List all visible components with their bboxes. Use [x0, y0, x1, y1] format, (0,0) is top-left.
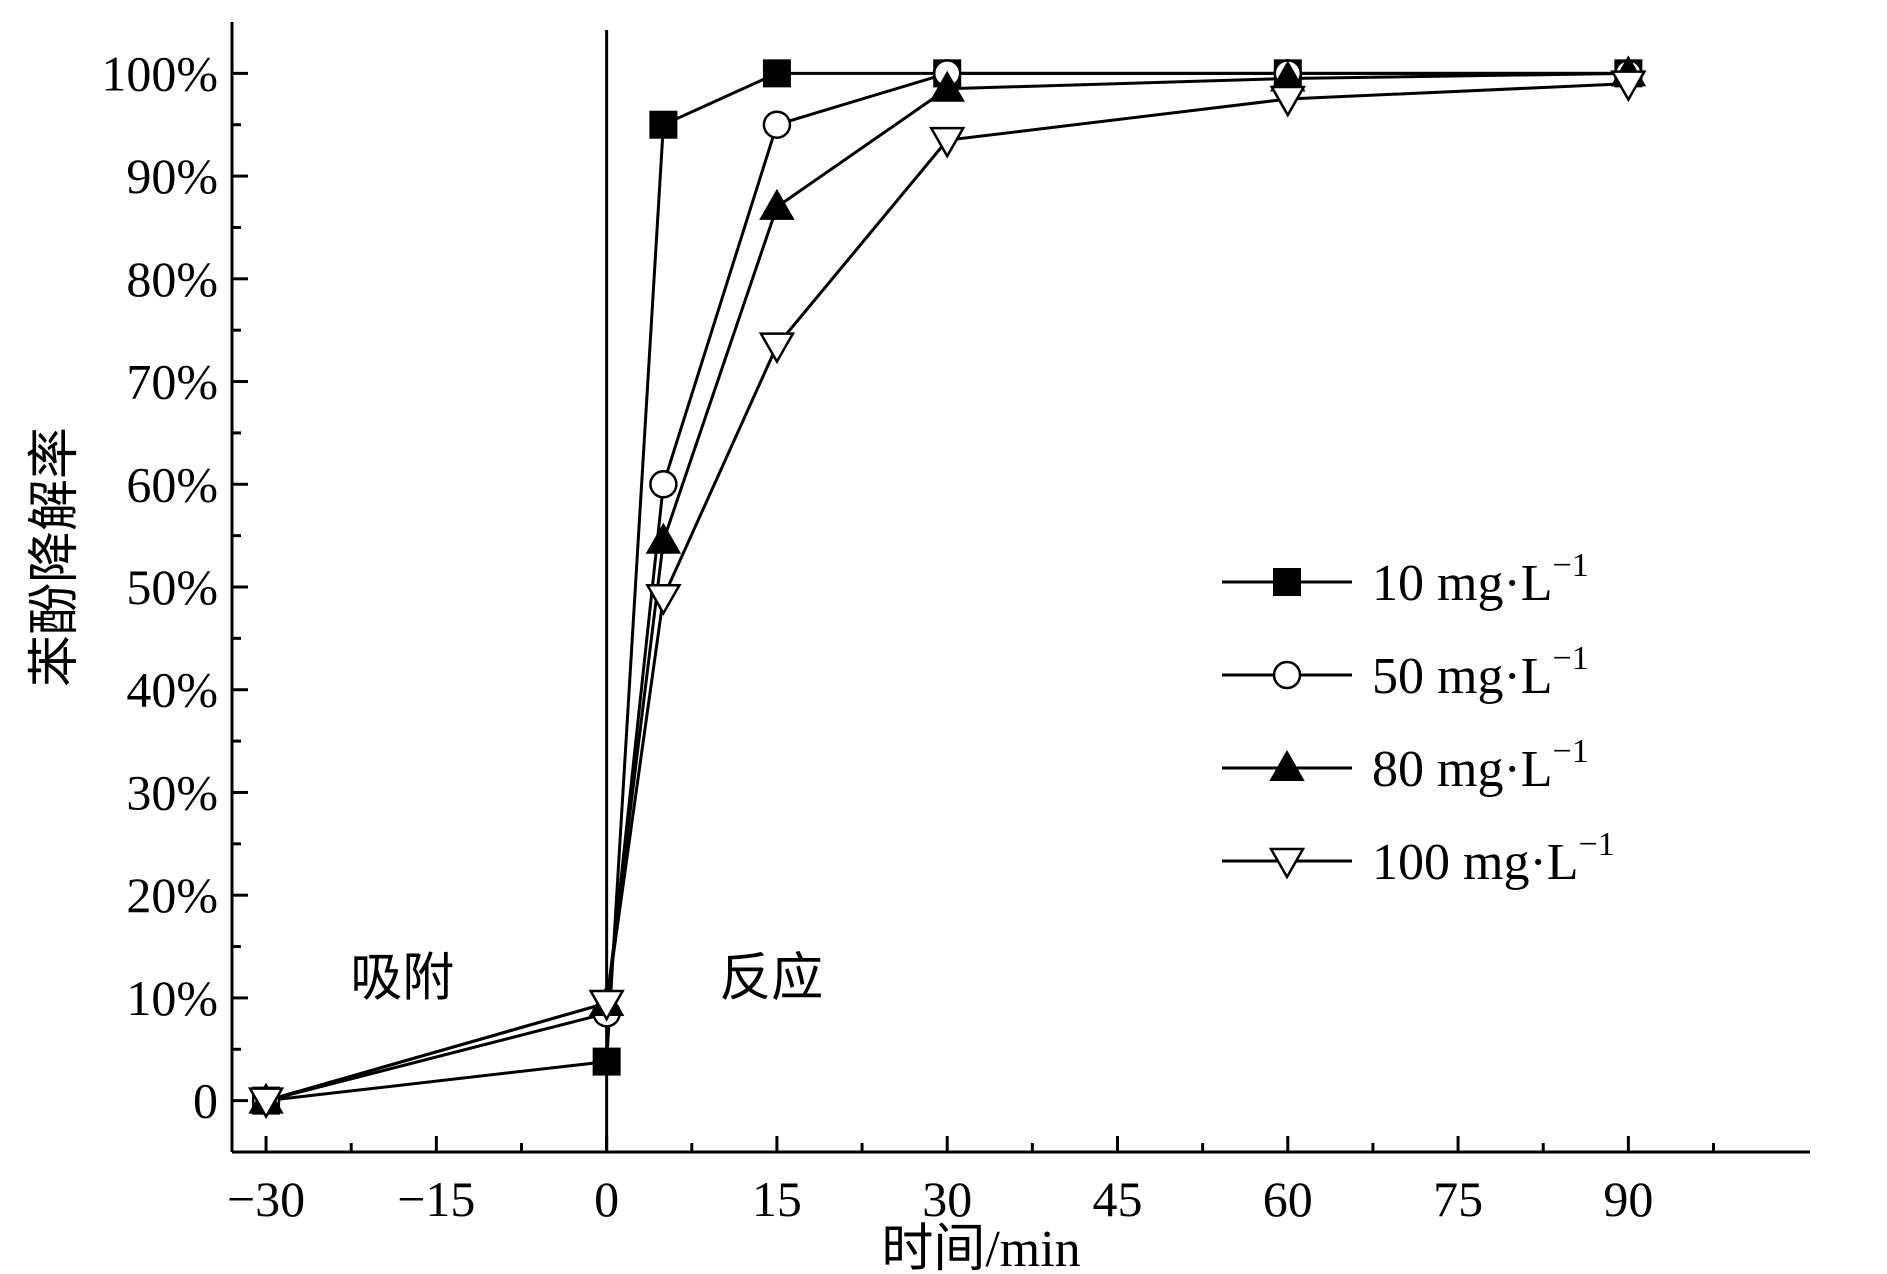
legend-label: 50 mg·L−1 [1372, 640, 1589, 705]
data-point [592, 1047, 621, 1076]
y-axis-title: 苯酚降解率 [27, 427, 84, 687]
legend-marker [1272, 660, 1302, 690]
phase-label: 反应 [719, 950, 823, 1007]
axes: 0 10% 20% 30% 40% 50% 60% 70% 80% 90% 100% −30 −15 0 1… [27, 22, 1810, 1274]
data-point [762, 59, 791, 88]
data-point [929, 126, 966, 159]
legend-label-text: 100 mg·L [1372, 834, 1579, 891]
legend-label: 10 mg·L−1 [1372, 547, 1589, 612]
y-tick-label: 30% [126, 764, 218, 820]
x-tick-label: 45 [1092, 1171, 1142, 1227]
legend-label: 100 mg·L−1 [1372, 826, 1615, 891]
data-point [645, 522, 682, 554]
data-point [1269, 85, 1306, 118]
y-tick-label: 100% [101, 45, 218, 101]
data-point [645, 584, 682, 616]
x-axis-title: 时间/min [881, 1221, 1080, 1274]
data-point [929, 70, 965, 102]
x-tick-label: 75 [1433, 1171, 1483, 1227]
phase-label: 吸附 [350, 950, 454, 1007]
y-tick-label: 90% [126, 148, 218, 204]
x-tick-label: 15 [752, 1171, 802, 1227]
data-point [649, 470, 678, 499]
y-tick-label: 0 [193, 1073, 218, 1129]
data-point [247, 1087, 285, 1120]
y-tick-label: 40% [126, 662, 218, 718]
x-tick-label: 30 [922, 1171, 972, 1227]
x-tick-label: −15 [397, 1171, 475, 1227]
y-tick-label: 60% [126, 456, 218, 512]
legend-marker [1269, 749, 1305, 781]
data-point [1610, 70, 1647, 103]
x-tick-label: 0 [594, 1171, 619, 1227]
y-tick-label: 20% [126, 867, 218, 923]
data-point [588, 989, 625, 1022]
legend-marker [1268, 847, 1306, 880]
legend-label: 80 mg·L−1 [1372, 733, 1589, 798]
x-tick-label: 90 [1603, 1171, 1653, 1227]
legend-label-text: 50 mg·L [1372, 648, 1553, 705]
legend-label-text: 80 mg·L [1372, 741, 1553, 798]
legend-label-sup: −1 [1579, 826, 1615, 863]
legend-label-sup: −1 [1553, 547, 1589, 584]
x-tick-label: 60 [1263, 1171, 1313, 1227]
y-tick-label: 50% [126, 559, 218, 615]
data-point [649, 110, 678, 139]
annotations: 吸附 反应 [350, 950, 823, 1007]
legend-label-sup: −1 [1553, 733, 1589, 770]
data-point [759, 188, 795, 220]
legend-marker [1273, 568, 1301, 596]
data-point [758, 332, 796, 365]
series-layer [247, 55, 1647, 1120]
y-tick-label: 80% [126, 251, 218, 307]
data-point [762, 110, 792, 139]
legend-label-text: 10 mg·L [1372, 555, 1553, 612]
y-tick-label: 70% [126, 354, 218, 410]
legend-label-sup: −1 [1553, 640, 1589, 677]
x-tick-label: −30 [227, 1171, 305, 1227]
y-tick-label: 10% [126, 970, 218, 1026]
